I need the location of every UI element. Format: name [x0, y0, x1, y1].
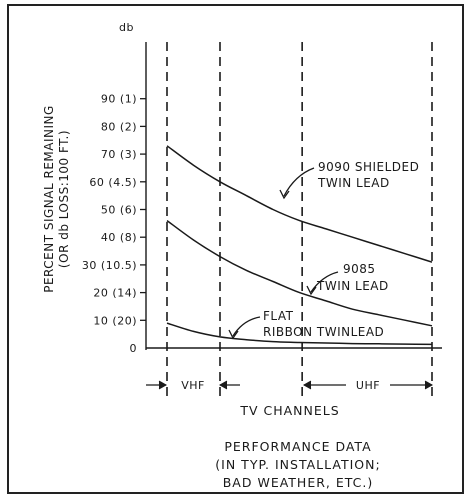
series-label-ribbon: FLAT RIBBON TWINLEAD	[228, 309, 384, 340]
vhf-band-marker: VHF	[146, 379, 240, 392]
y-ticks: 90 (1) 80 (2) 70 (3) 60 (4.5) 50 (6) 40 (8) 30…	[82, 93, 146, 355]
series-pointer-9085	[310, 271, 339, 293]
vhf-label: VHF	[181, 379, 205, 392]
caption-line3: BAD WEATHER, ETC.)	[223, 475, 374, 490]
y-axis-title-line2: (OR db LOSS:100 FT.)	[57, 130, 71, 268]
y-tick-label: 60 (4.5)	[89, 176, 137, 189]
y-tick-label: 10 (20)	[93, 314, 137, 327]
y-tick-label: 30 (10.5)	[82, 259, 137, 272]
series-label-9090-line1: 9090 SHIELDED	[318, 160, 419, 174]
series-arrowhead-9090	[279, 189, 290, 200]
series-label-9085-line1: 9085	[343, 262, 376, 276]
series-line-1	[166, 145, 433, 263]
y-tick-label: 40 (8)	[101, 231, 137, 244]
y-tick-label: 0	[130, 342, 138, 355]
series-pointer-ribbon	[232, 316, 261, 337]
y-tick-label: 90 (1)	[101, 93, 137, 106]
series-label-ribbon-line1: FLAT	[263, 309, 294, 323]
uhf-label: UHF	[356, 379, 380, 392]
y-tick-label: 70 (3)	[101, 148, 137, 161]
y-tick-label: 50 (6)	[101, 204, 137, 217]
uhf-band-marker: UHF	[302, 379, 434, 392]
series-label-9090-line2: TWIN LEAD	[317, 176, 390, 190]
series-line-2	[166, 219, 433, 327]
y-unit-label: db	[119, 21, 134, 34]
series-pointer-9090	[283, 167, 315, 197]
caption-line1: PERFORMANCE DATA	[224, 439, 371, 454]
series-arrowhead-ribbon	[228, 329, 239, 340]
series-label-9090: 9090 SHIELDED TWIN LEAD	[279, 160, 419, 200]
series-label-9085: 9085 TWIN LEAD	[306, 262, 389, 296]
y-axis-title-line1: PERCENT SIGNAL REMAINING	[42, 105, 56, 293]
series-line-3	[166, 322, 433, 346]
y-tick-label: 20 (14)	[93, 287, 137, 300]
caption-line2: (IN TYP. INSTALLATION;	[215, 457, 380, 472]
x-axis-title: TV CHANNELS	[239, 403, 339, 418]
series-label-ribbon-line2: RIBBON TWINLEAD	[263, 325, 384, 339]
series-label-9085-line2: TWIN LEAD	[316, 279, 389, 293]
series-arrowhead-9085	[306, 285, 317, 296]
series-curves	[166, 145, 433, 346]
y-tick-label: 80 (2)	[101, 120, 137, 133]
